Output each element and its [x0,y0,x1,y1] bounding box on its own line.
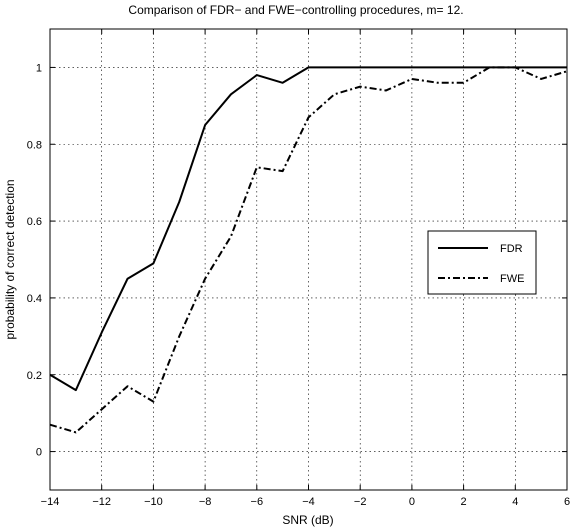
x-tick-label: −10 [144,496,163,508]
legend-box [427,230,537,295]
x-tick-label: 4 [512,496,518,508]
legend-label-fwe: FWE [500,273,524,285]
y-tick-label: 0.6 [27,216,42,228]
chart-title: Comparison of FDR− and FWE−controlling p… [128,3,463,17]
y-tick-label: 1 [36,62,42,74]
x-tick-label: −8 [199,496,212,508]
x-axis-title: SNR (dB) [282,513,333,527]
y-axis-title: probability of correct detection [3,179,17,339]
x-tick-label: −12 [92,496,111,508]
y-tick-label: 0 [36,447,42,459]
y-tick-label: 0.4 [27,293,42,305]
y-tick-label: 0.2 [27,370,42,382]
y-axis: 0 0.2 0.4 0.6 0.8 1 [27,62,567,459]
x-axis: −14 −12 −10 −8 −6 −4 −2 0 2 4 6 [41,29,570,508]
legend-label-fdr: FDR [500,243,523,255]
series-layer [49,66,568,434]
x-tick-label: −4 [302,496,315,508]
x-tick-label: 2 [461,496,467,508]
x-tick-label: −2 [354,496,367,508]
x-tick-label: −6 [251,496,264,508]
x-tick-label: 6 [564,496,570,508]
series-line-fdr [49,66,567,392]
series-line-fwe [49,66,568,434]
x-tick-label: −14 [41,496,60,508]
x-tick-label: 0 [409,496,415,508]
y-tick-label: 0.8 [27,139,42,151]
legend: FDR FWE [427,230,537,295]
